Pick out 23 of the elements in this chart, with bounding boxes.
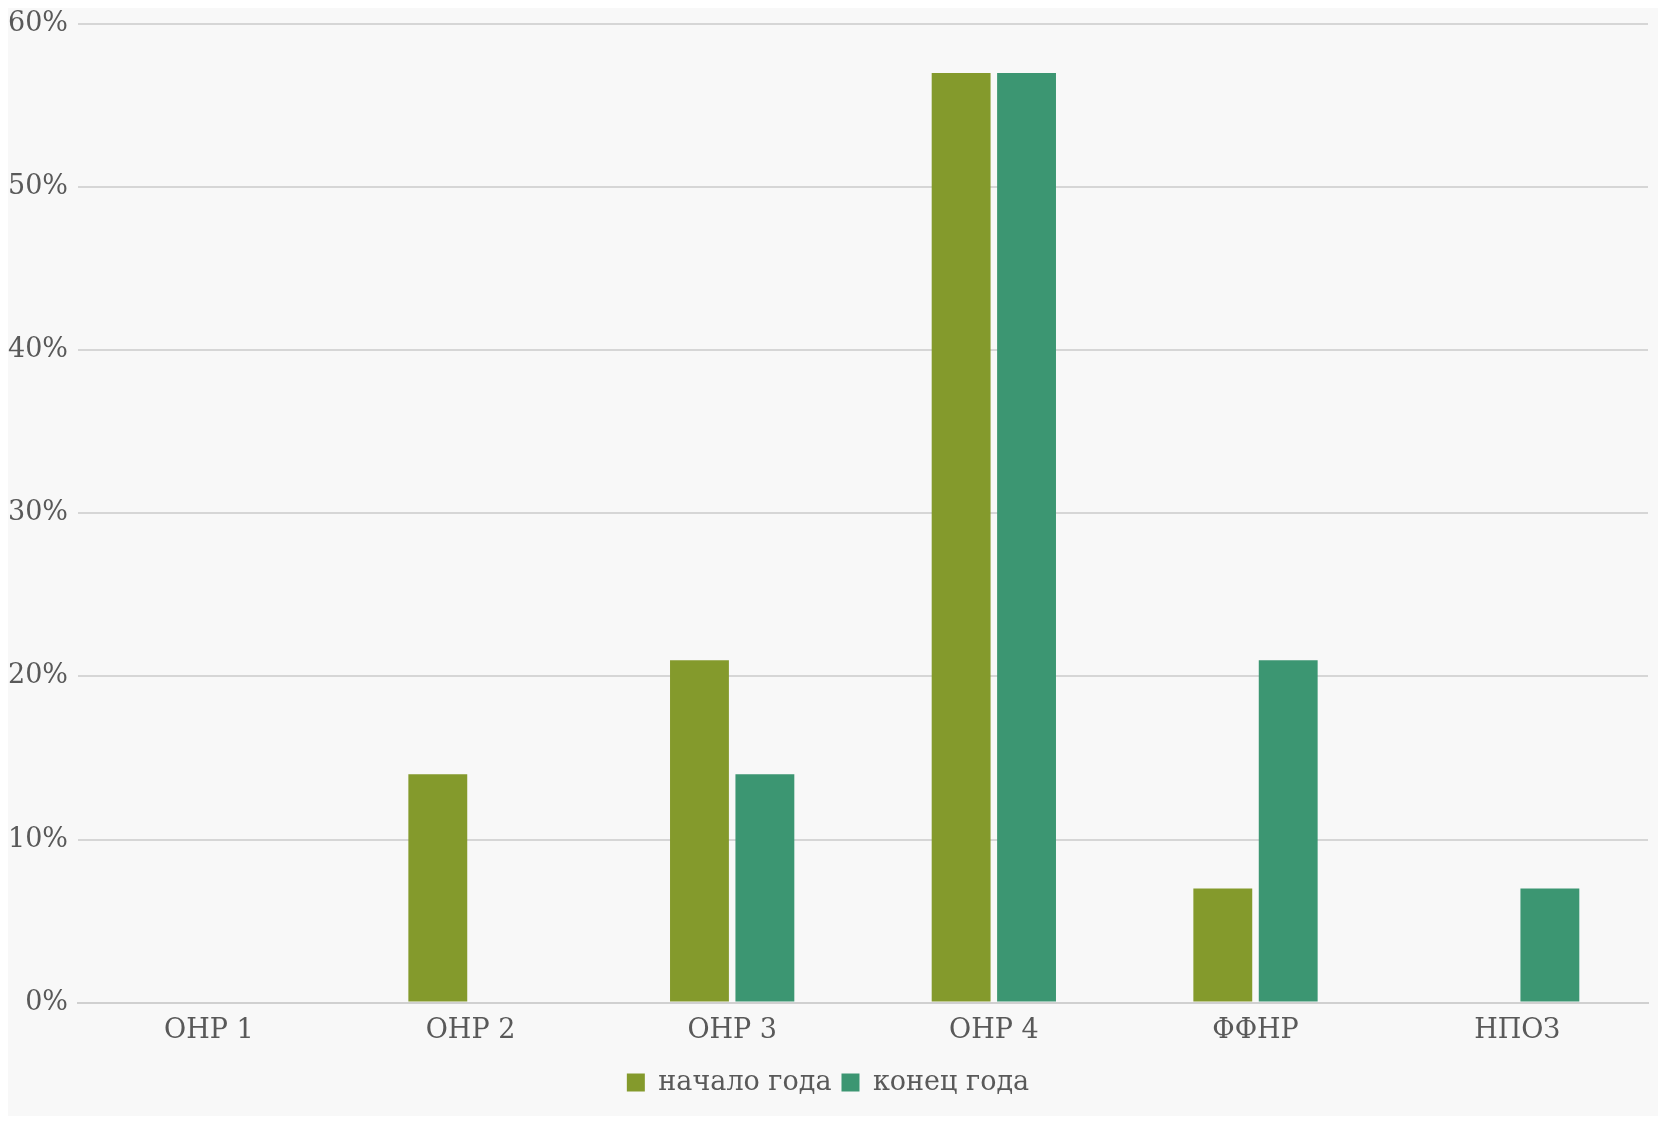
y-tick-label: 20% [8, 658, 69, 690]
y-tick-label: 40% [8, 332, 69, 364]
y-tick-label: 10% [8, 821, 69, 853]
y-tick-label: 50% [8, 169, 69, 201]
legend-label: конец года [872, 1064, 1030, 1096]
y-tick-label: 0% [25, 984, 69, 1016]
bar [1258, 660, 1318, 1002]
y-tick-label: 60% [8, 6, 69, 38]
bar [997, 73, 1056, 1002]
x-tick-label: НПОЗ [1474, 1012, 1561, 1044]
bar [1520, 888, 1580, 1002]
y-tick-label: 30% [8, 495, 69, 527]
bar [408, 774, 468, 1002]
x-tick-label: ФФНР [1212, 1012, 1299, 1044]
legend-label: начало года [658, 1064, 832, 1096]
bar [931, 73, 991, 1002]
x-tick-label: ОНР 3 [687, 1012, 777, 1044]
bar [670, 660, 729, 1002]
x-tick-label: ОНР 4 [949, 1012, 1039, 1044]
bar [1193, 888, 1253, 1002]
bar [735, 774, 795, 1002]
x-tick-label: ОНР 2 [425, 1012, 516, 1044]
x-tick-label: ОНР 1 [164, 1012, 254, 1044]
